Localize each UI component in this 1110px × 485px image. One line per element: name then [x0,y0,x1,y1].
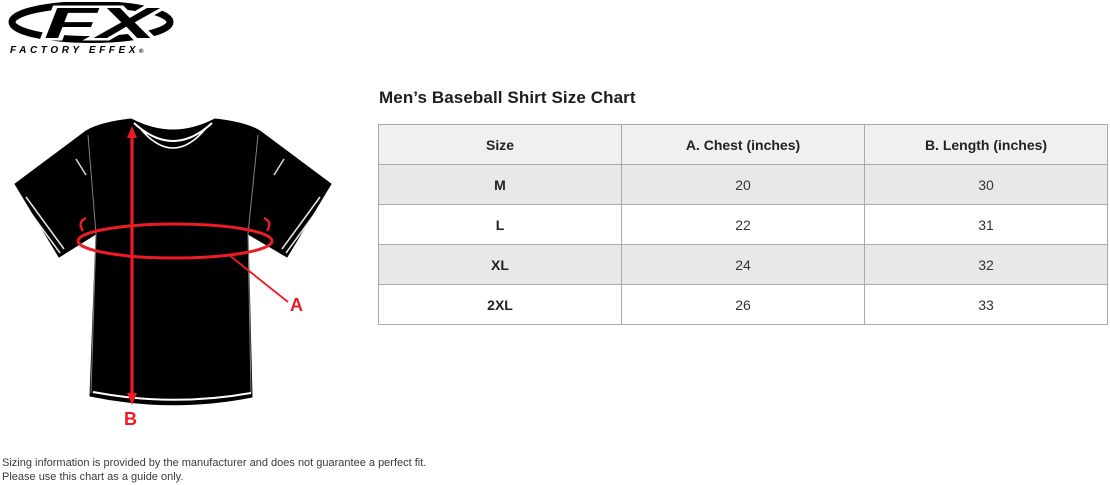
table-row: L 22 31 [378,204,1108,245]
column-header-chest: A. Chest (inches) [621,124,865,165]
disclaimer-line-2: Please use this chart as a guide only. [2,470,184,483]
tshirt-size-diagram: A B [0,95,360,443]
tshirt-silhouette [14,118,332,406]
size-chart-title: Men’s Baseball Shirt Size Chart [379,88,636,107]
length-cell: 31 [864,204,1108,245]
column-header-length: B. Length (inches) [864,124,1108,165]
chest-cell: 24 [621,244,865,285]
brand-tagline-text: FACTORY EFFEX [10,45,140,56]
label-b: B [124,409,137,429]
table-row: 2XL 26 33 [378,284,1108,325]
arrow-up-icon [127,126,137,138]
right-sleeve-edge [281,196,325,254]
table-row: XL 24 32 [378,244,1108,285]
header-row: Size A. Chest (inches) B. Length (inches… [378,124,1108,165]
chest-measurement-loop [76,216,274,260]
length-measurement-line [127,126,137,405]
length-cell: 30 [864,164,1108,205]
registered-mark: ® [139,49,144,55]
left-body-seam [87,134,97,394]
chest-cell: 20 [621,164,865,205]
left-sleeve-edge [21,196,65,254]
tshirt-diagram-graphic: A B [14,118,332,429]
logo-oval [8,2,174,43]
size-cell: L [378,204,622,245]
brand-tagline: FACTORY EFFEX® [8,45,178,56]
chest-cell: 22 [621,204,865,245]
left-shoulder-seam [75,158,87,176]
table-row: M 20 30 [378,164,1108,205]
disclaimer-line-1: Sizing information is provided by the ma… [2,457,427,469]
chest-pointer-line [228,254,289,303]
length-cell: 33 [864,284,1108,325]
column-header-size: Size [378,124,622,165]
table-header: Size A. Chest (inches) B. Length (inches… [378,124,1108,165]
hem-seam [92,391,252,401]
right-shoulder-seam [273,158,285,176]
length-cell: 32 [864,244,1108,285]
brand-logo: FX FACTORY EFFEX® [8,2,178,56]
size-cell: M [378,164,622,205]
arrow-down-icon [127,393,137,405]
right-body-seam [247,134,259,394]
collar-seam-inner [138,126,208,149]
size-chart-table: Size A. Chest (inches) B. Length (inches… [378,124,1108,325]
disclaimer: Sizing information is provided by the ma… [2,457,426,484]
label-a: A [290,295,303,315]
size-cell: 2XL [378,284,622,325]
fx-logo-graphic: FX [8,2,174,44]
fx-logo-text: FX [44,2,161,44]
chest-cell: 26 [621,284,865,325]
size-cell: XL [378,244,622,285]
